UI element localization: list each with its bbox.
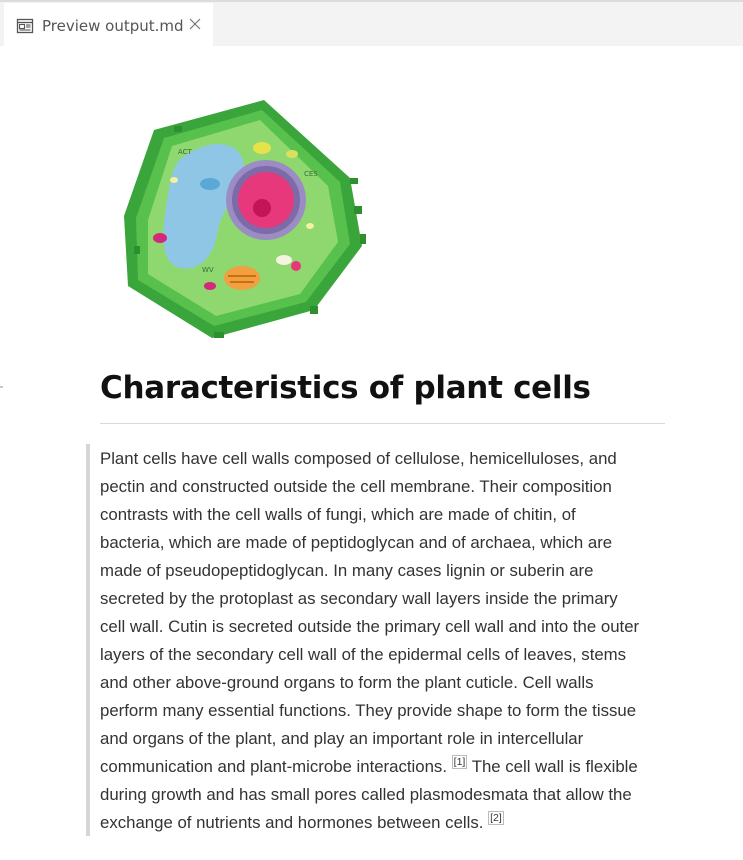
quote-line: perform many essential functions. They p…: [100, 701, 637, 720]
quote-line: The cell wall is flexible: [471, 757, 638, 776]
tab-preview-output[interactable]: Preview output.md: [4, 3, 213, 48]
heading-divider: [100, 423, 665, 424]
quote-line-with-citation: exchange of nutrients and hormones betwe…: [100, 809, 670, 837]
svg-text:ACT: ACT: [178, 148, 193, 156]
quote-line: and organs of the plant, and play an imp…: [100, 729, 584, 748]
scroll-marker: [0, 386, 3, 388]
citation-link-1[interactable]: [1]: [451, 755, 468, 769]
quote-line: cell wall. Cutin is secreted outside the…: [100, 617, 640, 636]
quote-line: exchange of nutrients and hormones betwe…: [100, 813, 484, 832]
quote-line: secreted by the protoplast as secondary …: [100, 589, 618, 608]
blockquote-bar: [86, 444, 90, 836]
citation-link-2[interactable]: [2]: [488, 811, 504, 825]
tab-bar: Preview output.md: [0, 0, 743, 48]
quote-line: layers of the secondary cell wall of the…: [100, 645, 627, 664]
blockquote: Plant cells have cell walls composed of …: [100, 445, 670, 837]
close-icon[interactable]: [186, 15, 204, 33]
editor-left-edge: [0, 46, 4, 860]
svg-text:WV: WV: [202, 266, 214, 274]
quote-line: bacteria, which are made of peptidoglyca…: [100, 533, 613, 552]
page-title: Characteristics of plant cells: [100, 370, 591, 406]
quote-line: pectin and constructed outside the cell …: [100, 477, 612, 496]
svg-text:CES: CES: [304, 170, 318, 178]
quote-line: made of pseudopeptidoglycan. In many cas…: [100, 561, 594, 580]
quote-line-with-citation: communication and plant-microbe interact…: [100, 753, 670, 781]
quote-line: and other above-ground organs to form th…: [100, 673, 594, 692]
markdown-preview: ACT CES WV Characteristics of plant cell…: [0, 46, 743, 860]
tab-title: Preview output.md: [42, 16, 184, 35]
quote-line: contrasts with the cell walls of fungi, …: [100, 505, 576, 524]
quote-line: Plant cells have cell walls composed of …: [100, 449, 617, 468]
preview-icon: [16, 17, 34, 35]
plant-cell-image: ACT CES WV: [114, 96, 366, 342]
quote-line: communication and plant-microbe interact…: [100, 757, 447, 776]
quote-line: during growth and has small pores called…: [100, 785, 632, 804]
